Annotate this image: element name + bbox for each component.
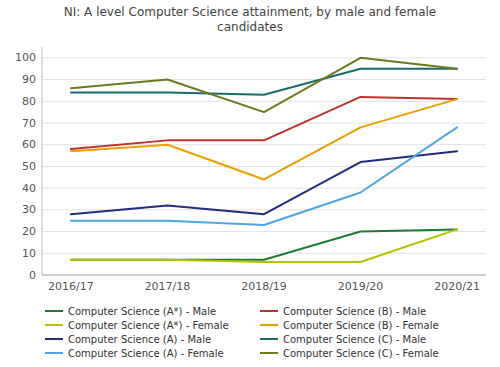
legend-label: Computer Science (A) - Female [68, 348, 224, 359]
legend-item: Computer Science (A*) - Male [45, 306, 216, 317]
title: NI: A level Computer Science attainment,… [64, 5, 436, 34]
x-tick-label: 2020/21 [434, 280, 480, 293]
y-tick-label: 40 [22, 182, 36, 195]
legend-label: Computer Science (B) - Female [283, 320, 439, 331]
y-tick-label: 50 [22, 160, 36, 173]
x-axis: 2016/17 2017/18 2018/19 2019/20 2020/21 [42, 275, 486, 293]
series-line [71, 58, 457, 112]
y-tick-label: 10 [22, 247, 36, 260]
series-line [71, 229, 457, 259]
x-tick-label: 2017/18 [145, 280, 191, 293]
legend-label: Computer Science (B) - Male [283, 306, 426, 317]
grid-line [42, 275, 486, 276]
legend-item: Computer Science (B) - Male [260, 306, 426, 317]
y-tick-label: 0 [29, 269, 36, 282]
series-line [71, 229, 457, 262]
series-line [71, 151, 457, 214]
legend-swatch [260, 324, 278, 326]
legend-swatch [260, 352, 278, 354]
legend-item: Computer Science (C) - Female [260, 348, 439, 359]
series-line [71, 97, 457, 149]
series-line [71, 69, 457, 95]
legend-swatch [45, 324, 63, 326]
y-tick-label: 80 [22, 95, 36, 108]
x-tick-label: 2019/20 [338, 280, 384, 293]
lines [71, 58, 457, 262]
legend-item: Computer Science (A*) - Female [45, 320, 229, 331]
y-tick-label: 30 [22, 203, 36, 216]
legend-swatch [260, 310, 278, 312]
legend-item: Computer Science (C) - Male [260, 334, 426, 345]
y-tick-label: 100 [15, 51, 36, 64]
grid [42, 58, 486, 275]
legend: Computer Science (A*) - Male Computer Sci… [45, 306, 439, 359]
y-tick-label: 60 [22, 138, 36, 151]
legend-swatch [45, 352, 63, 354]
x-axis-line [42, 275, 486, 276]
grid-line [42, 188, 486, 189]
x-tick-label: 2016/17 [48, 280, 94, 293]
legend-label: Computer Science (A) - Male [68, 334, 211, 345]
legend-label: Computer Science (C) - Female [283, 348, 439, 359]
y-axis-line [42, 47, 43, 275]
grid-line [42, 57, 486, 58]
x-tick-label: 2018/19 [241, 280, 287, 293]
legend-item: Computer Science (B) - Female [260, 320, 439, 331]
y-tick-label: 20 [22, 225, 36, 238]
y-tick-label: 90 [22, 73, 36, 86]
series-line [71, 127, 457, 225]
legend-swatch [45, 310, 63, 312]
chart: NI: A level Computer Science attainment,… [0, 0, 500, 367]
legend-swatch [260, 338, 278, 340]
legend-swatch [45, 338, 63, 340]
legend-label: Computer Science (C) - Male [283, 334, 426, 345]
grid-line [42, 253, 486, 254]
grid-line [42, 166, 486, 167]
grid-line [42, 123, 486, 124]
grid-line [42, 79, 486, 80]
legend-item: Computer Science (A) - Male [45, 334, 211, 345]
legend-label: Computer Science (A*) - Male [68, 306, 216, 317]
legend-label: Computer Science (A*) - Female [68, 320, 229, 331]
y-axis: 0 10 20 30 40 50 60 70 80 90 100 [15, 47, 42, 282]
grid-line [42, 101, 486, 102]
y-tick-label: 70 [22, 117, 36, 130]
legend-item: Computer Science (A) - Female [45, 348, 224, 359]
